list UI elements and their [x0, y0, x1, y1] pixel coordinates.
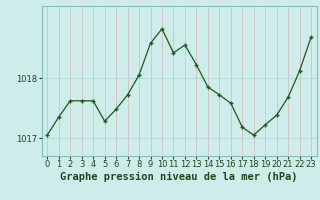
- X-axis label: Graphe pression niveau de la mer (hPa): Graphe pression niveau de la mer (hPa): [60, 172, 298, 182]
